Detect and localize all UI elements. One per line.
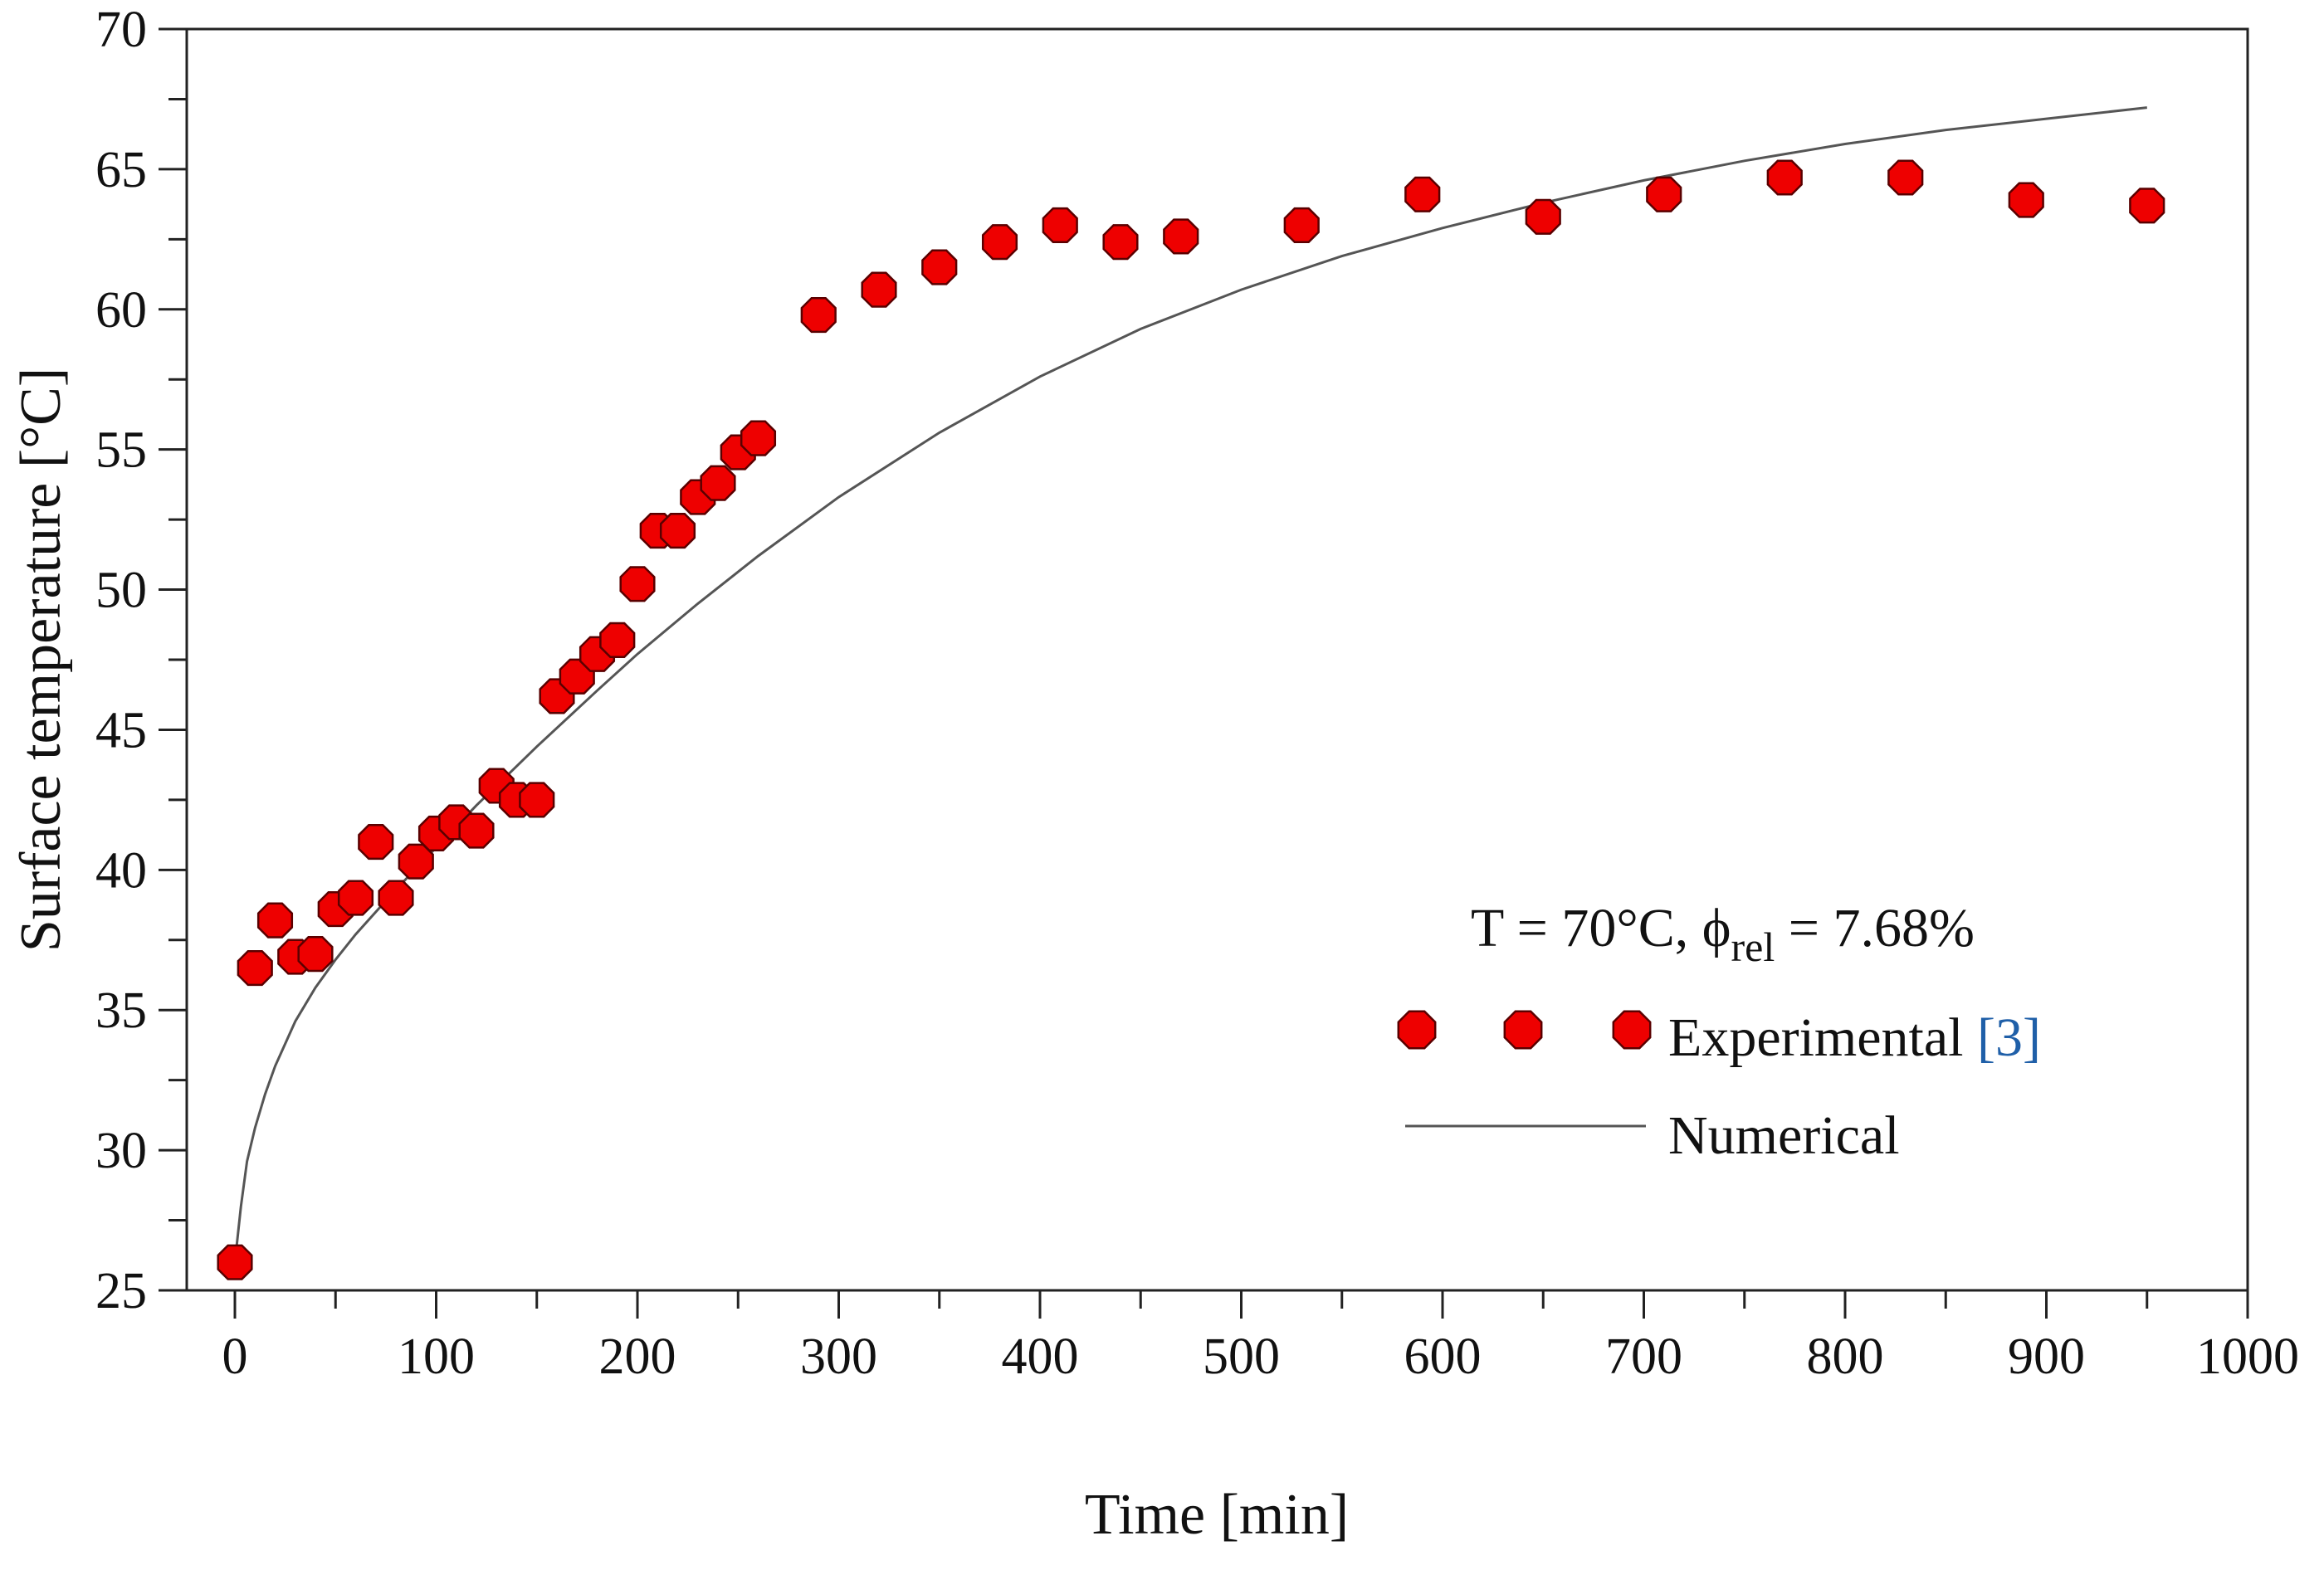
x-tick-label: 200 — [599, 1329, 676, 1385]
x-tick-label: 1000 — [2196, 1329, 2299, 1385]
legend-markers — [1397, 1010, 1652, 1050]
legend-marker-experimental — [1503, 1010, 1543, 1050]
x-tick-label: 0 — [222, 1329, 248, 1385]
experimental-point — [740, 420, 777, 456]
x-tick-label: 100 — [398, 1329, 475, 1385]
experimental-point — [237, 949, 273, 987]
annotation-suffix: = 7.68% — [1775, 898, 1975, 958]
phi-symbol: ϕ — [1702, 898, 1731, 958]
y-tick-label: 45 — [95, 702, 147, 758]
legend-marker-experimental — [1397, 1010, 1437, 1050]
experimental-point — [378, 880, 414, 916]
x-tick-label: 800 — [1807, 1329, 1884, 1385]
y-tick-label: 25 — [95, 1263, 147, 1319]
legend: Experimental [3] Numerical — [1397, 1007, 2041, 1166]
experimental-point — [358, 823, 394, 861]
experimental-point — [1887, 159, 1924, 196]
experimental-point — [921, 249, 958, 285]
experimental-point — [1404, 176, 1441, 212]
numerical-line — [233, 106, 2147, 1263]
phi-subscript: rel — [1731, 924, 1775, 970]
experimental-point — [619, 566, 656, 602]
y-tick-label: 60 — [95, 282, 147, 339]
x-tick-label: 900 — [2008, 1329, 2085, 1385]
experimental-point — [2129, 188, 2165, 224]
experimental-point — [256, 902, 294, 939]
experimental-point — [1163, 218, 1199, 255]
y-axis-title: Surface temperature [°C] — [9, 368, 73, 952]
x-tick-label: 700 — [1605, 1329, 1682, 1385]
experimental-point — [700, 465, 736, 501]
experimental-point — [1766, 159, 1803, 196]
experimental-point — [1283, 207, 1320, 244]
x-tick-label: 500 — [1203, 1329, 1280, 1385]
experimental-point — [1102, 224, 1139, 261]
experimental-point — [337, 880, 374, 916]
y-tick-label: 40 — [95, 842, 147, 899]
x-axis-title: Time [min] — [1085, 1483, 1349, 1547]
legend-experimental-text: Experimental — [1668, 1007, 1977, 1068]
experimental-series — [217, 159, 2165, 1280]
y-tick-label: 55 — [95, 422, 147, 479]
legend-label-numerical: Numerical — [1668, 1105, 1900, 1166]
x-tick-label: 400 — [1002, 1329, 1079, 1385]
annotation: T = 70°C, ϕrel = 7.68% — [1471, 898, 1975, 970]
experimental-point — [217, 1244, 253, 1280]
y-tick-label: 35 — [95, 982, 147, 1039]
experimental-point — [2008, 182, 2044, 218]
x-tick-label: 300 — [800, 1329, 877, 1385]
y-tick-label: 30 — [95, 1123, 147, 1179]
legend-experimental-ref: [3] — [1977, 1007, 2041, 1068]
experimental-point — [519, 782, 555, 818]
plot-frame — [185, 27, 2249, 1292]
experimental-point — [458, 812, 495, 849]
numerical-series — [233, 106, 2147, 1263]
x-tick-label: 600 — [1404, 1329, 1482, 1385]
legend-label-experimental: Experimental [3] — [1668, 1007, 2041, 1068]
y-axis: 25 30 35 40 45 50 55 60 65 70 — [95, 2, 187, 1319]
annotation-text: T = 70°C, ϕrel = 7.68% — [1471, 898, 1975, 970]
experimental-point — [800, 296, 837, 334]
experimental-point — [297, 936, 334, 973]
experimental-point — [1042, 207, 1078, 244]
legend-marker-experimental — [1612, 1010, 1652, 1050]
y-tick-label: 65 — [95, 142, 147, 198]
experimental-point — [1646, 176, 1682, 212]
y-tick-label: 70 — [95, 2, 147, 58]
experimental-point — [599, 622, 636, 658]
experimental-point — [659, 513, 696, 549]
y-tick-label: 50 — [95, 563, 147, 619]
experimental-point — [1525, 198, 1561, 235]
experimental-point — [981, 224, 1018, 261]
x-axis: 0 100 200 300 400 500 600 700 800 900 1000 — [222, 1290, 2299, 1385]
annotation-prefix: T = 70°C, — [1471, 898, 1702, 958]
experimental-point — [861, 271, 897, 308]
